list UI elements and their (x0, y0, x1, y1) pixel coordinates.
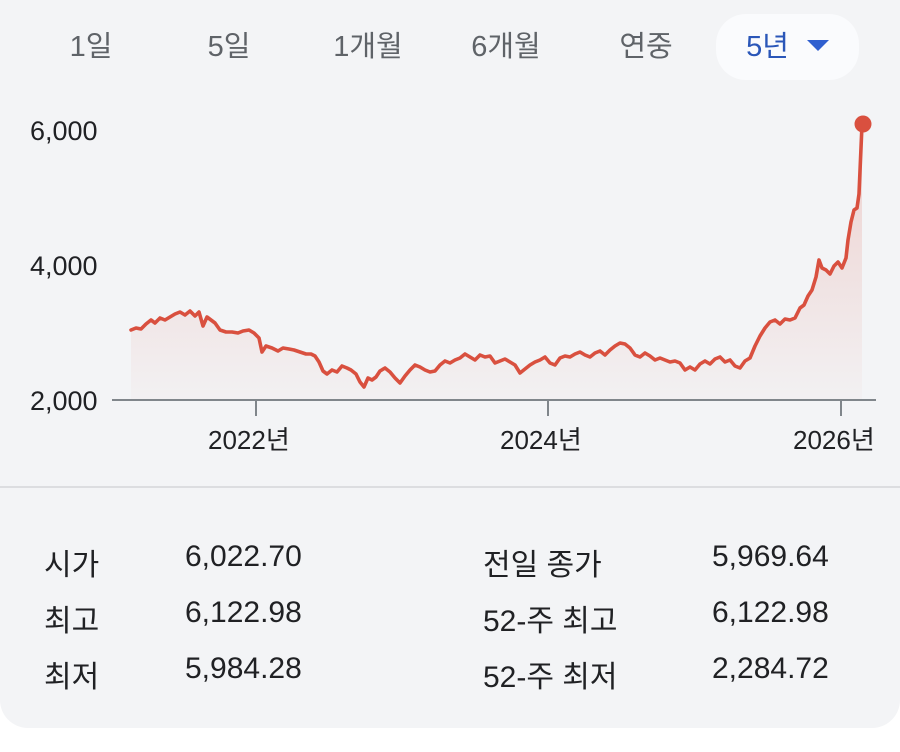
stat-label: 시가 (44, 549, 100, 582)
tab-6-month[interactable]: 6개월 (471, 31, 541, 63)
stat-label: 52-주 최고 (483, 605, 618, 638)
chart-plot (112, 115, 876, 416)
y-tick-4000: 4,000 (30, 251, 98, 281)
tab-5-day[interactable]: 5일 (207, 31, 251, 63)
divider (0, 486, 900, 488)
stock-chart-card: 1일 5일 1개월 6개월 연중 5년 6,000 4,000 2,000 (0, 0, 900, 728)
stat-label: 전일 종가 (483, 549, 602, 582)
caret-down-icon (806, 39, 829, 51)
tab-5-year-label: 5년 (746, 31, 789, 63)
area-fill (131, 125, 862, 400)
stat-row-low: 최저 5,984.28 52-주 최저 2,284.72 (0, 652, 900, 702)
x-label-2024: 2024년 (500, 425, 582, 455)
stat-label: 최고 (44, 605, 100, 638)
tab-1-day[interactable]: 1일 (69, 31, 113, 63)
stat-value: 6,122.98 (185, 596, 302, 629)
tab-ytd[interactable]: 연중 (619, 31, 673, 63)
stat-row-open: 시가 6,022.70 전일 종가 5,969.64 (0, 540, 900, 590)
stat-label: 52-주 최저 (483, 661, 618, 694)
stat-value: 6,122.98 (712, 596, 829, 629)
stat-label: 최저 (44, 661, 100, 694)
stat-row-high: 최고 6,122.98 52-주 최고 6,122.98 (0, 596, 900, 646)
stat-value: 5,969.64 (712, 540, 829, 573)
last-point-marker (854, 115, 872, 133)
price-chart[interactable]: 6,000 4,000 2,000 2022년 2024년 2026년 (0, 100, 900, 470)
y-tick-2000: 2,000 (30, 386, 98, 416)
stat-value: 5,984.28 (185, 652, 302, 685)
y-tick-6000: 6,000 (30, 116, 98, 146)
x-label-2026: 2026년 (793, 425, 875, 455)
stat-value: 6,022.70 (185, 540, 302, 573)
range-tabs: 1일 5일 1개월 6개월 연중 5년 (0, 14, 900, 80)
price-line (129, 123, 864, 389)
x-label-2022: 2022년 (208, 425, 290, 455)
stat-value: 2,284.72 (712, 652, 829, 685)
tab-5-year[interactable]: 5년 (716, 14, 859, 80)
tab-1-month[interactable]: 1개월 (333, 31, 403, 63)
